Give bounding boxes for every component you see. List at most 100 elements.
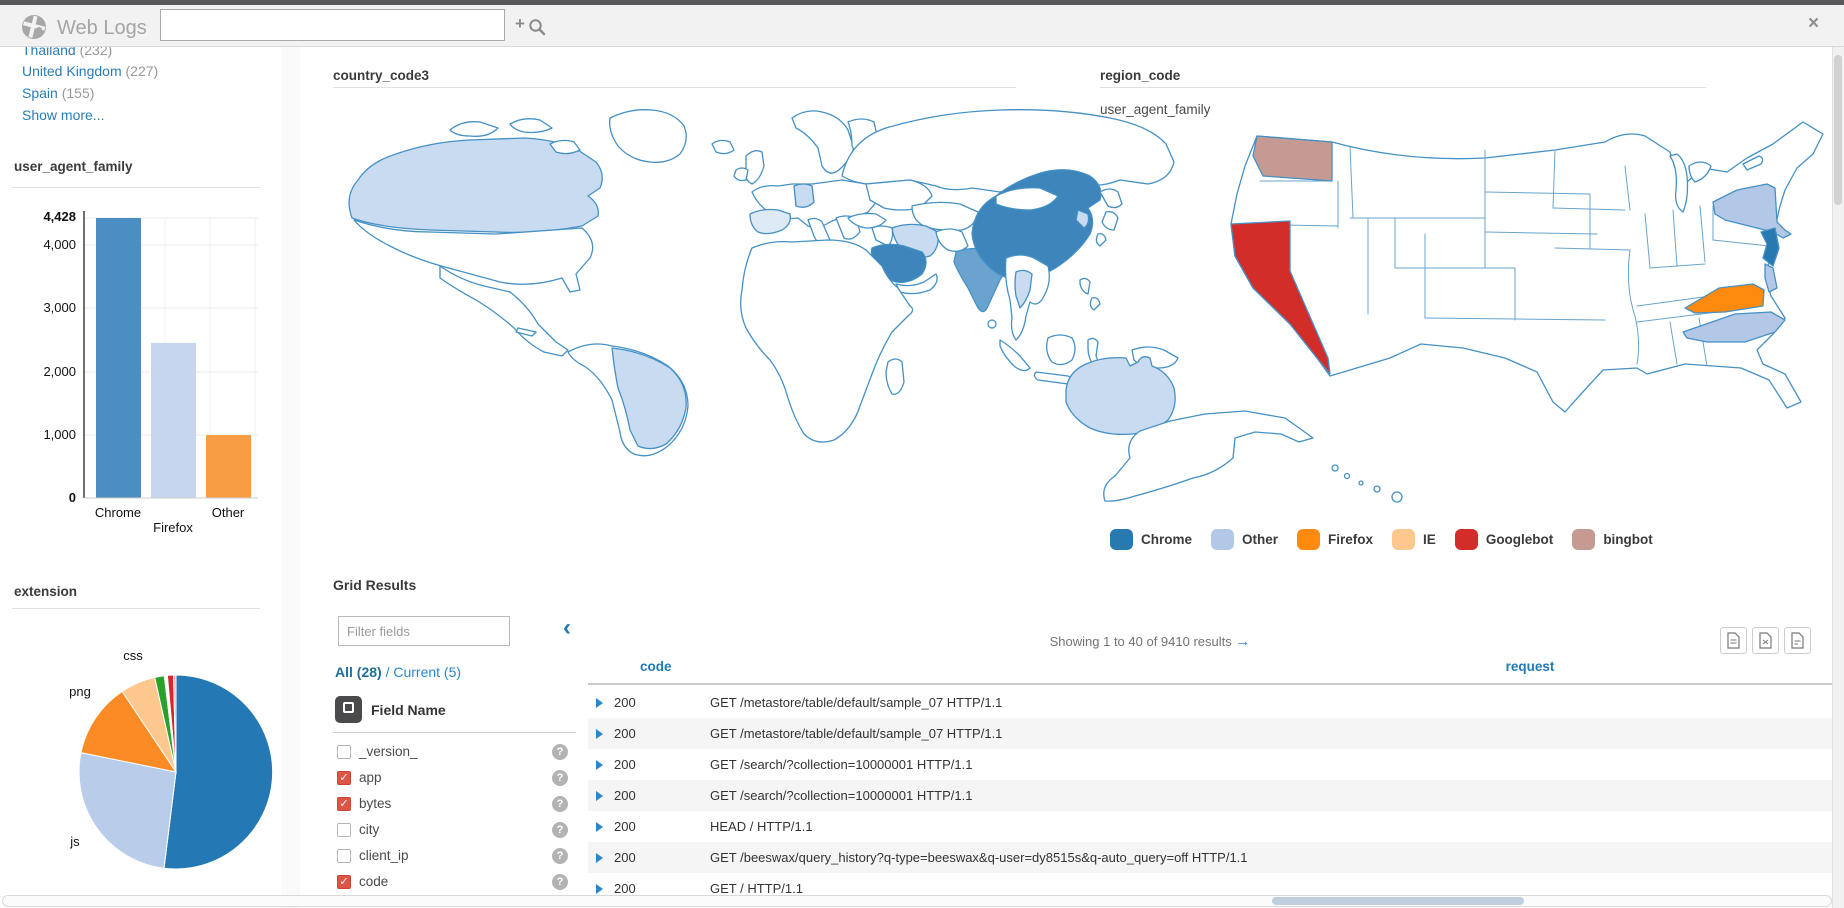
search-input[interactable] <box>160 9 505 41</box>
help-icon[interactable]: ? <box>552 796 568 812</box>
pie-slice[interactable] <box>78 752 177 869</box>
search-icon[interactable] <box>528 18 546 36</box>
country-australia[interactable] <box>1065 356 1176 436</box>
country-brazil[interactable] <box>611 347 687 450</box>
country-spain[interactable] <box>749 208 791 235</box>
y-tick: 3,000 <box>43 300 76 315</box>
pie-slice[interactable] <box>80 690 178 773</box>
country-madagascar <box>885 358 905 395</box>
legend-swatch <box>1297 529 1321 550</box>
country-greenland[interactable] <box>609 109 687 163</box>
world-choropleth-map[interactable] <box>300 100 1180 530</box>
legend-swatch <box>1110 529 1133 550</box>
help-icon[interactable]: ? <box>552 874 568 890</box>
column-header-request[interactable]: request <box>1505 659 1555 674</box>
country-germany[interactable] <box>793 183 815 208</box>
expand-row-icon[interactable] <box>596 698 603 708</box>
column-header-code[interactable]: code <box>640 659 672 674</box>
hue-logo-icon <box>22 15 46 39</box>
legend-swatch <box>1572 529 1596 550</box>
expand-row-icon[interactable] <box>596 729 603 739</box>
table-row[interactable]: 200 GET /beeswax/query_history?q-type=be… <box>588 842 1844 873</box>
country-usa[interactable] <box>353 219 594 293</box>
table-row[interactable]: 200 GET /metastore/table/default/sample_… <box>588 718 1844 749</box>
island-sumatra <box>999 339 1031 372</box>
facet-link-thailand[interactable]: Thailand (232) <box>22 47 112 58</box>
vertical-scrollbar-track[interactable] <box>1832 47 1844 908</box>
horizontal-scrollbar-thumb[interactable] <box>1272 897 1524 905</box>
us-map-subtitle: user_agent_family <box>1100 102 1211 117</box>
field-checkbox[interactable]: ✓ <box>337 875 351 889</box>
export-xls-button[interactable] <box>1752 627 1779 654</box>
country-thailand[interactable] <box>1014 269 1033 309</box>
table-row[interactable]: 200 GET /search/?collection=10000001 HTT… <box>588 780 1844 811</box>
table-row[interactable]: 200 HEAD / HTTP/1.1 <box>588 811 1844 842</box>
state-new-york[interactable] <box>1712 183 1792 239</box>
hawaii-island <box>1358 480 1364 486</box>
help-icon[interactable]: ? <box>552 822 568 838</box>
facet-link-united-kingdom[interactable]: United Kingdom (227) <box>22 63 158 79</box>
country-russia[interactable] <box>841 109 1175 193</box>
state-new-jersey[interactable] <box>1760 227 1780 267</box>
pie-slice[interactable] <box>163 674 274 870</box>
cell-request: GET /metastore/table/default/sample_07 H… <box>710 726 1003 741</box>
field-checkbox[interactable] <box>337 745 351 759</box>
field-row-bytes: ✓ bytes ? <box>333 792 576 818</box>
country-mexico[interactable] <box>439 265 569 357</box>
sidebar-main-gutter <box>282 47 300 908</box>
pie-slice[interactable] <box>172 674 177 773</box>
state-virginia[interactable] <box>1684 283 1765 314</box>
bar-other[interactable] <box>206 435 251 498</box>
country-uk[interactable] <box>744 150 765 185</box>
facet-link-spain[interactable]: Spain (155) <box>22 85 94 101</box>
expand-row-icon[interactable] <box>596 884 603 894</box>
expand-row-icon[interactable] <box>596 791 603 801</box>
help-icon[interactable]: ? <box>552 848 568 864</box>
tab-current-fields[interactable]: Current (5) <box>393 664 462 680</box>
filter-fields-input[interactable] <box>338 616 510 646</box>
table-row[interactable]: 200 GET / HTTP/1.1 <box>588 873 1844 904</box>
help-icon[interactable]: ? <box>552 770 568 786</box>
extension-pie-chart[interactable] <box>68 664 282 880</box>
hawaii-island <box>1331 464 1339 472</box>
country-south-korea[interactable] <box>1075 209 1090 229</box>
expand-row-icon[interactable] <box>596 822 603 832</box>
field-checkbox[interactable]: ✓ <box>337 797 351 811</box>
state-washington[interactable] <box>1252 135 1333 182</box>
state-north-carolina[interactable] <box>1682 311 1786 343</box>
help-icon[interactable]: ? <box>552 744 568 760</box>
close-icon[interactable]: × <box>1808 13 1820 34</box>
add-facet-icon[interactable]: + <box>515 14 525 33</box>
state-california[interactable] <box>1230 220 1331 375</box>
us-choropleth-map[interactable] <box>1085 106 1844 526</box>
field-checkbox[interactable] <box>337 823 351 837</box>
bar-firefox[interactable] <box>151 343 196 498</box>
horizontal-scrollbar-track[interactable] <box>2 895 1832 907</box>
region-arabia-south <box>895 273 938 295</box>
export-csv-button[interactable] <box>1720 627 1747 654</box>
field-checkbox[interactable]: ✓ <box>337 771 351 785</box>
country-cuba <box>515 327 537 337</box>
cell-code: 200 <box>614 726 636 741</box>
arctic-island <box>509 118 553 134</box>
show-more-link[interactable]: Show more... <box>22 107 105 123</box>
field-row-version: _version_ ? <box>333 740 576 766</box>
collapse-panel-icon[interactable]: ‹ <box>563 614 571 641</box>
table-row[interactable]: 200 GET /search/?collection=10000001 HTT… <box>588 749 1844 780</box>
divider <box>12 608 260 609</box>
cell-code: 200 <box>614 881 636 896</box>
next-page-arrow-icon[interactable]: → <box>1235 633 1251 650</box>
expand-row-icon[interactable] <box>596 853 603 863</box>
export-json-button[interactable] <box>1784 627 1811 654</box>
state-alaska[interactable] <box>1103 410 1314 502</box>
vertical-scrollbar-thumb[interactable] <box>1834 55 1842 205</box>
field-label: app <box>359 770 382 785</box>
tab-all-fields[interactable]: All (28) <box>335 664 382 680</box>
continent-africa[interactable] <box>740 239 914 443</box>
table-row[interactable]: 200 GET /metastore/table/default/sample_… <box>588 687 1844 718</box>
expand-row-icon[interactable] <box>596 760 603 770</box>
bar-chrome[interactable] <box>96 218 141 498</box>
toggle-all-fields-button[interactable] <box>335 696 362 723</box>
field-checkbox[interactable] <box>337 849 351 863</box>
field-label: _version_ <box>359 744 418 759</box>
